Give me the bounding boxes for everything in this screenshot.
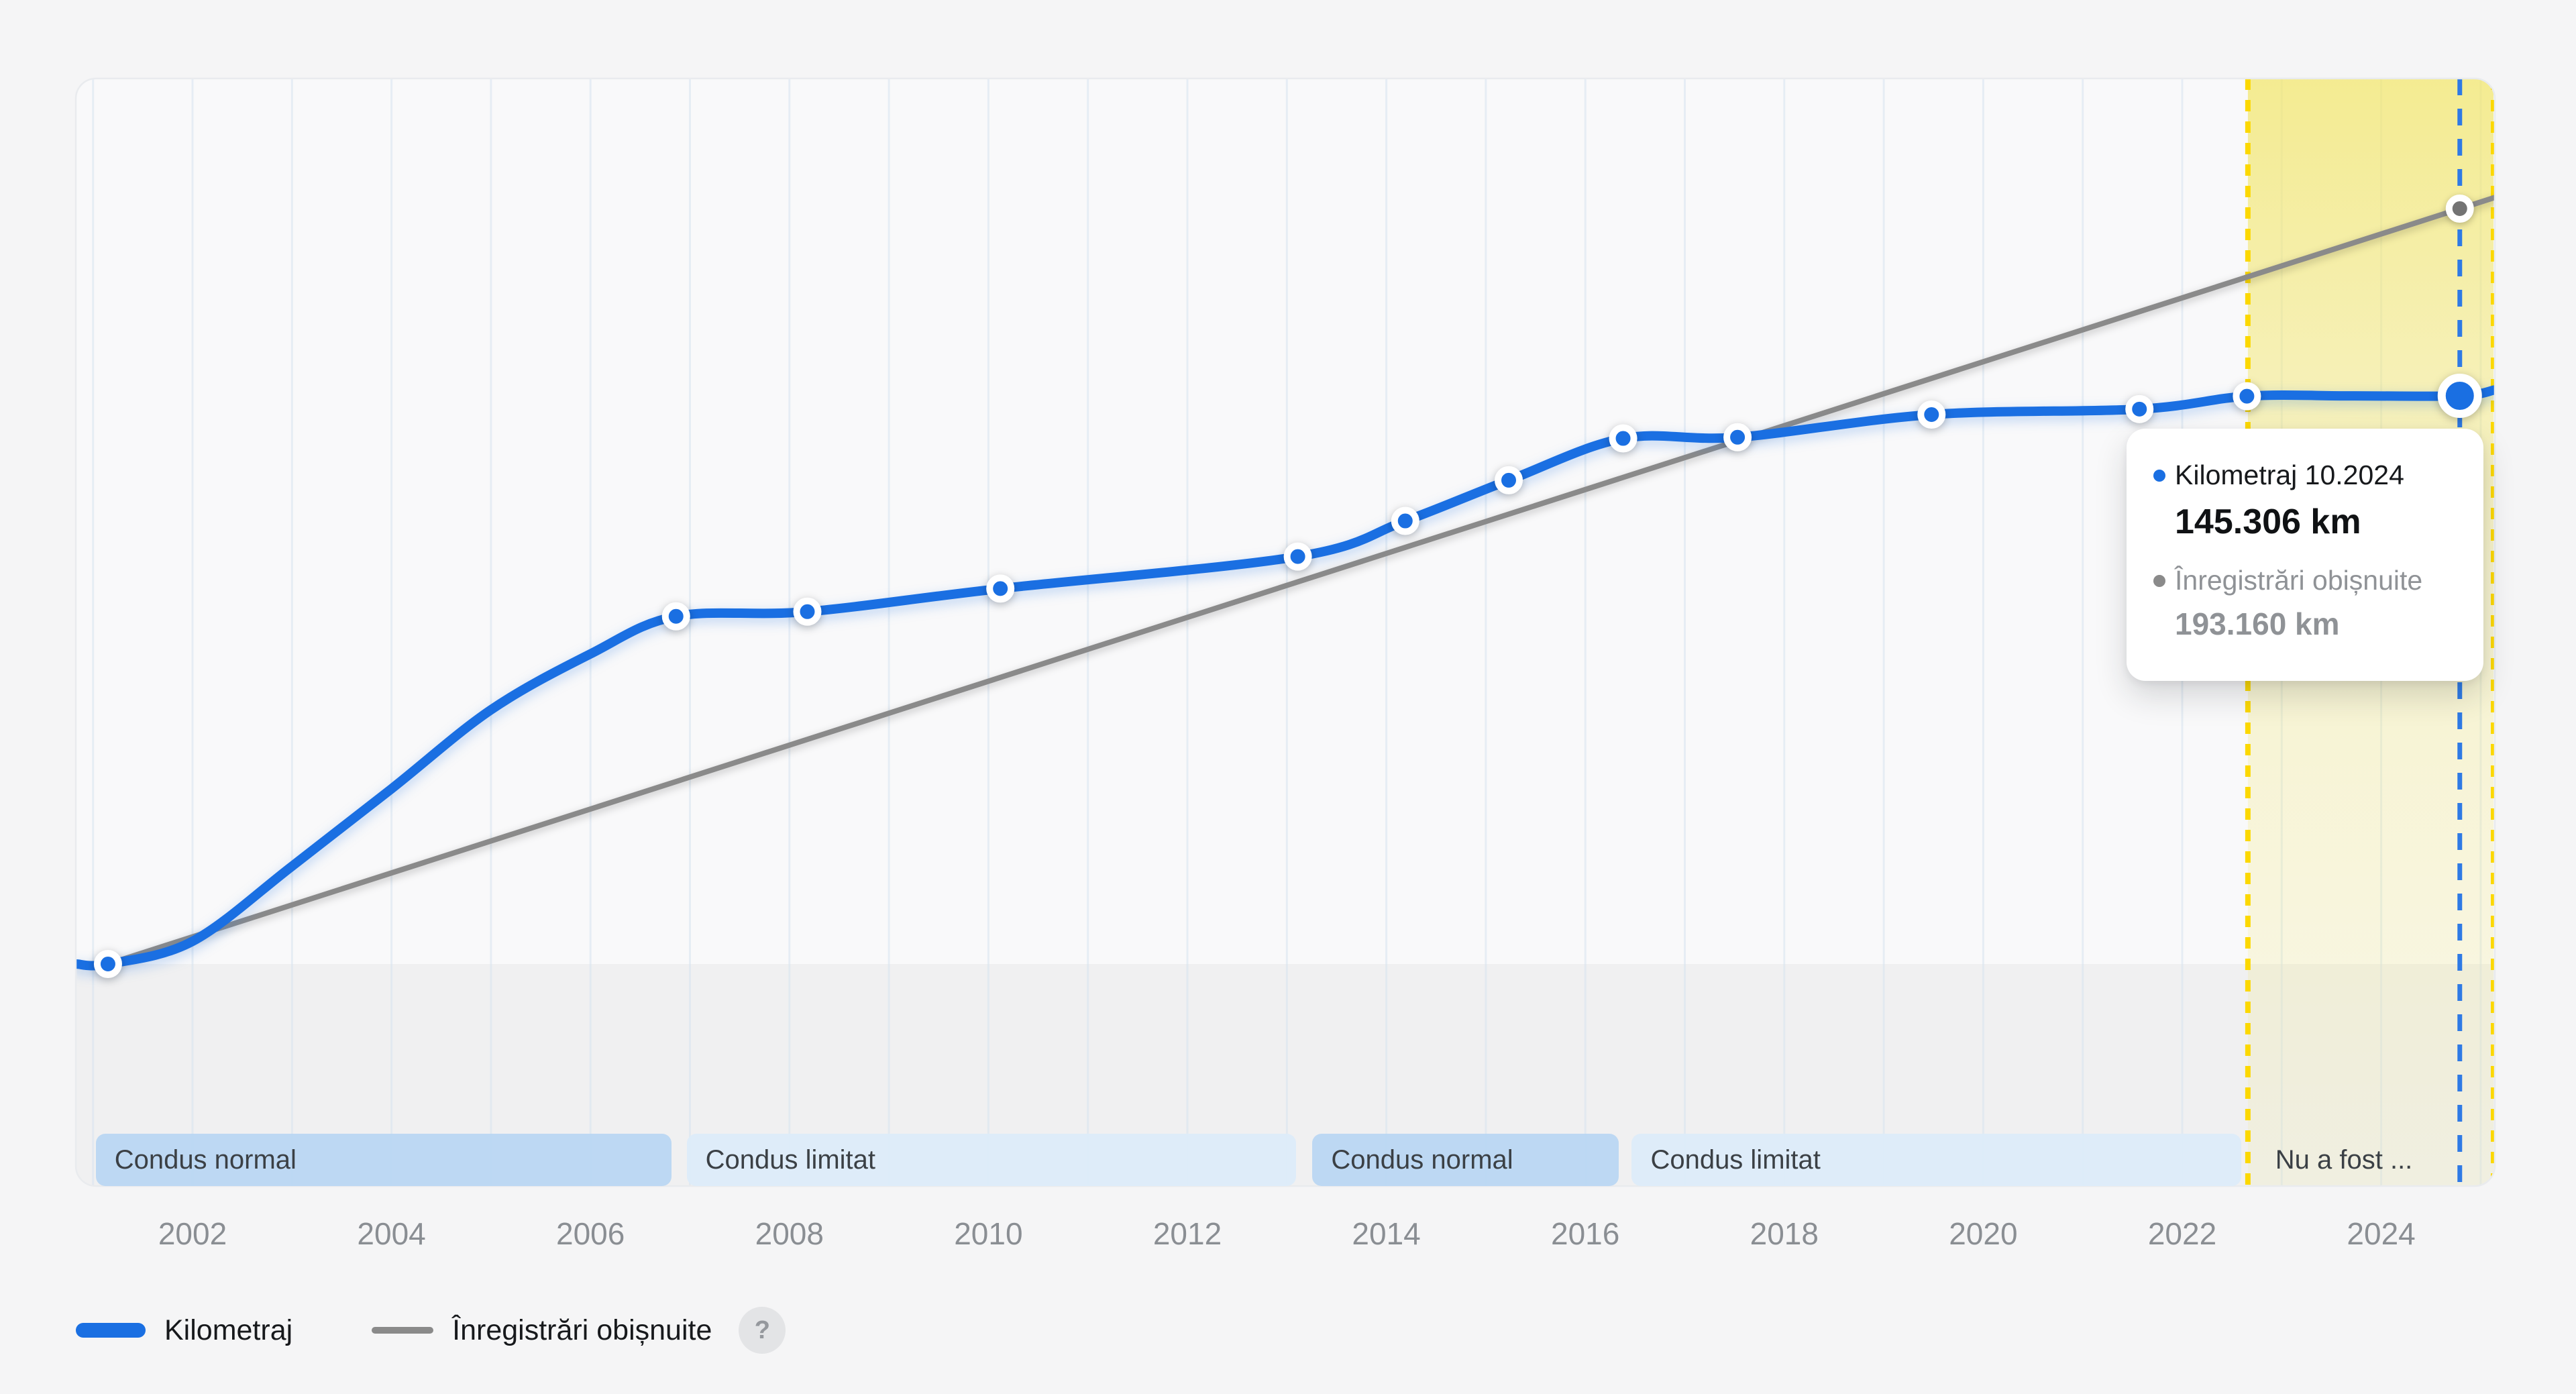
tooltip-usual-label: Înregistrări obișnuite (2175, 565, 2423, 596)
data-point-markers (93, 195, 2482, 978)
legend-usual-records-label: Înregistrări obișnuite (452, 1313, 712, 1346)
usage-band: Condus limitat (1631, 1134, 2241, 1186)
help-icon[interactable]: ? (739, 1307, 786, 1354)
data-point-marker[interactable] (93, 950, 122, 978)
tooltip-mileage-label: Kilometraj 10.2024 (2175, 460, 2404, 490)
x-tick-label: 2008 (755, 1216, 824, 1251)
mileage-tooltip: Kilometraj 10.2024 145.306 km Înregistră… (2127, 429, 2483, 681)
data-point-marker[interactable] (1495, 466, 1523, 494)
active-point-marker[interactable] (2437, 373, 2482, 418)
x-tick-label: 2020 (1949, 1216, 2018, 1251)
usage-band: Condus normal (95, 1134, 672, 1186)
chart-legend: Kilometraj Înregistrări obișnuite ? (76, 1307, 786, 1354)
x-tick-label: 2002 (158, 1216, 227, 1251)
x-tick-label: 2022 (2147, 1216, 2217, 1251)
data-point-marker[interactable] (661, 602, 690, 631)
usual-records-end-marker[interactable] (2445, 195, 2474, 223)
data-point-marker[interactable] (986, 574, 1015, 603)
x-tick-label: 2004 (357, 1216, 426, 1251)
x-tick-label: 2024 (2347, 1216, 2416, 1251)
legend-item-kilometraj[interactable]: Kilometraj (76, 1314, 292, 1347)
data-point-marker[interactable] (1609, 424, 1638, 453)
legend-kilometraj-label: Kilometraj (164, 1313, 293, 1346)
usage-band: Condus limitat (686, 1134, 1297, 1186)
usual-records-line-swatch-icon (372, 1327, 434, 1334)
tooltip-row-mileage: Kilometraj 10.2024 (2153, 460, 2457, 491)
usage-band: Nu a fost ... (2275, 1145, 2413, 1175)
usual-records-line (105, 195, 2495, 967)
usual-records-bullet-icon (2153, 574, 2165, 587)
plot-border (74, 77, 2496, 1187)
x-tick-label: 2010 (954, 1216, 1023, 1251)
data-point-marker[interactable] (1391, 506, 1419, 535)
usage-band: Condus normal (1312, 1134, 1619, 1186)
x-tick-label: 2006 (556, 1216, 625, 1251)
data-point-marker[interactable] (1723, 423, 1752, 451)
mileage-bullet-icon (2153, 469, 2165, 482)
data-point-marker[interactable] (2233, 382, 2261, 411)
tooltip-mileage-value: 145.306 km (2175, 502, 2361, 541)
mileage-line-swatch-icon (76, 1323, 146, 1338)
x-tick-label: 2014 (1352, 1216, 1421, 1251)
data-point-marker[interactable] (2125, 394, 2154, 423)
tooltip-usual-value: 193.160 km (2175, 606, 2340, 641)
x-tick-label: 2012 (1152, 1216, 1222, 1251)
tooltip-row-usual: Înregistrări obișnuite (2153, 565, 2457, 596)
data-point-marker[interactable] (1283, 542, 1312, 571)
x-tick-label: 2016 (1551, 1216, 1620, 1251)
legend-item-usual-records[interactable]: Înregistrări obișnuite (372, 1314, 712, 1347)
x-tick-label: 2018 (1750, 1216, 1819, 1251)
data-point-marker[interactable] (793, 597, 822, 626)
data-point-marker[interactable] (1917, 400, 1946, 429)
